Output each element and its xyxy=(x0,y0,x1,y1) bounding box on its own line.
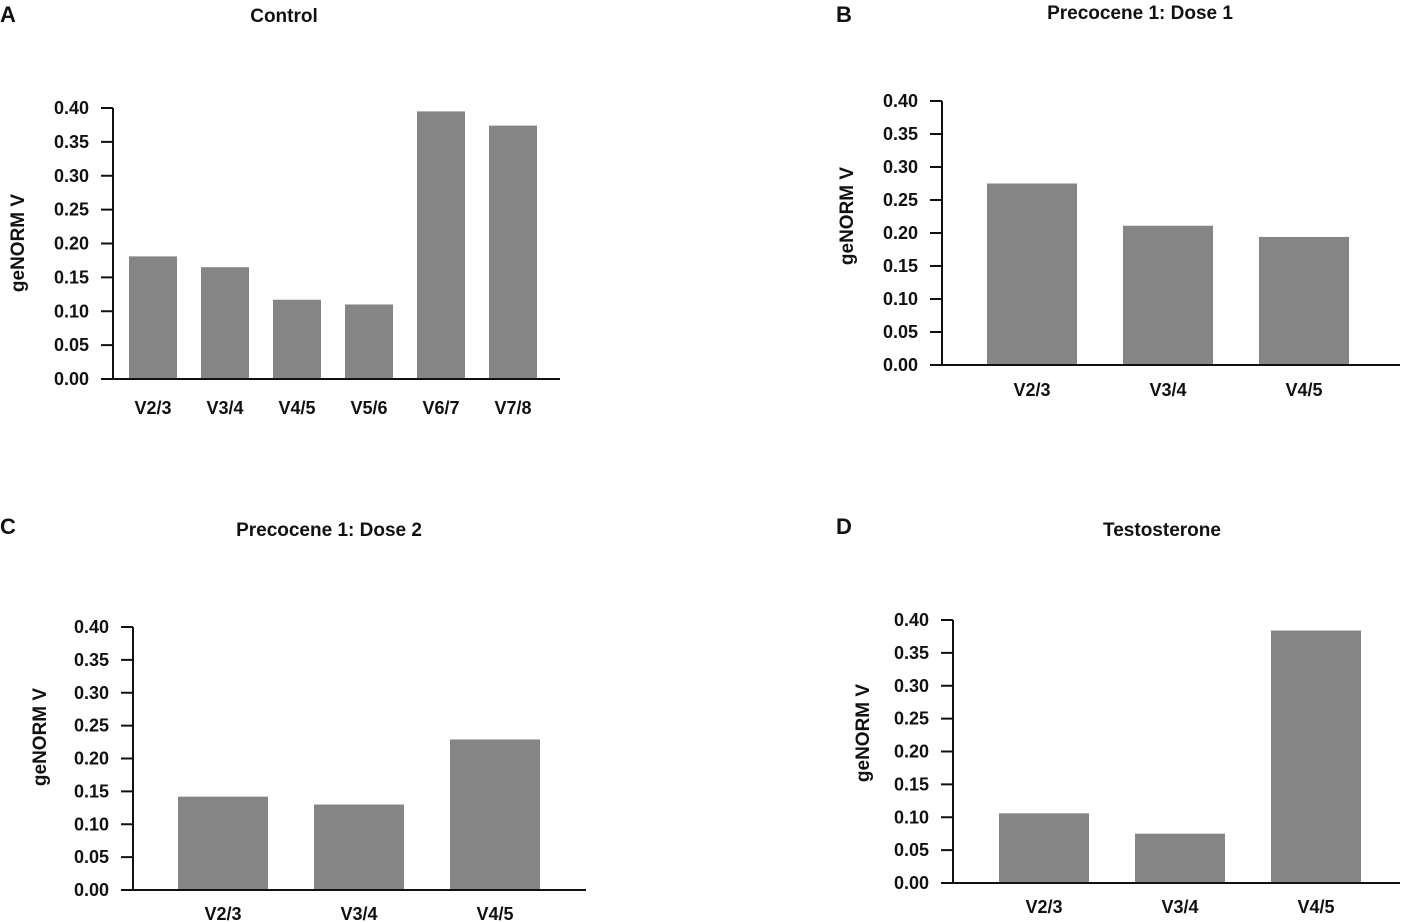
y-tick-label: 0.20 xyxy=(74,749,109,769)
y-tick-label: 0.40 xyxy=(894,610,929,630)
panel-letter: A xyxy=(0,2,16,27)
bar-v2-3 xyxy=(999,813,1089,883)
x-tick-label: V5/6 xyxy=(350,398,387,418)
x-tick-label: V4/5 xyxy=(1297,897,1334,917)
x-tick-label: V2/3 xyxy=(1025,897,1062,917)
bar-v4-5 xyxy=(1259,236,1349,365)
panel-letter: D xyxy=(836,514,852,539)
y-tick-label: 0.25 xyxy=(54,200,89,220)
y-tick-label: 0.20 xyxy=(894,742,929,762)
x-tick-label: V3/4 xyxy=(1149,380,1186,400)
panel-letter: C xyxy=(0,514,16,539)
y-tick-label: 0.15 xyxy=(894,774,929,794)
panel-d: D Testosterone geNORM V 0.00 0.05 0.10 0.15 0.2… xyxy=(836,514,1400,917)
bar-v4-5 xyxy=(450,739,540,890)
y-tick-label: 0.15 xyxy=(883,256,918,276)
y-tick-label: 0.20 xyxy=(54,234,89,254)
bar-v3-4 xyxy=(1123,225,1213,365)
y-tick-label: 0.35 xyxy=(894,643,929,663)
y-axis-title: geNORM V xyxy=(837,167,858,266)
bar-v4-5 xyxy=(273,299,321,379)
y-tick-label: 0.40 xyxy=(883,91,918,111)
y-tick-label: 0.35 xyxy=(74,650,109,670)
y-tick-label: 0.15 xyxy=(74,781,109,801)
bar-v4-5 xyxy=(1271,630,1361,883)
x-tick-label: V6/7 xyxy=(422,398,459,418)
y-axis-title: geNORM V xyxy=(8,194,29,293)
y-tick-label: 0.40 xyxy=(54,98,89,118)
panel-a: A Control geNORM V 0.00 0.05 0.10 0.15 0.20 0.25… xyxy=(0,2,560,418)
panel-c: C Precocene 1: Dose 2 geNORM V 0.00 0.05 0.10… xyxy=(0,514,586,922)
chart-title: Precocene 1: Dose 1 xyxy=(1047,3,1233,24)
chart-title: Precocene 1: Dose 2 xyxy=(236,520,422,541)
x-tick-label: V3/4 xyxy=(340,904,377,922)
chart-title: Testosterone xyxy=(1103,520,1221,541)
y-tick-label: 0.00 xyxy=(894,873,929,893)
y-tick-label: 0.10 xyxy=(894,807,929,827)
y-tick-label: 0.00 xyxy=(74,880,109,900)
chart-title: Control xyxy=(250,6,318,27)
bar-v2-3 xyxy=(129,256,177,379)
x-tick-label: V7/8 xyxy=(494,398,531,418)
bar-v2-3 xyxy=(178,796,268,890)
y-tick-label: 0.35 xyxy=(883,124,918,144)
bar-v3-4 xyxy=(1135,833,1225,883)
y-axis-title: geNORM V xyxy=(30,688,51,787)
x-tick-label: V2/3 xyxy=(134,398,171,418)
x-tick-label: V2/3 xyxy=(1013,380,1050,400)
y-tick-label: 0.30 xyxy=(74,683,109,703)
y-tick-label: 0.30 xyxy=(54,166,89,186)
panel-letter: B xyxy=(836,2,852,27)
bar-v6-7 xyxy=(417,111,465,379)
y-tick-label: 0.00 xyxy=(54,369,89,389)
y-tick-label: 0.05 xyxy=(883,322,918,342)
bar-v3-4 xyxy=(314,804,404,890)
x-tick-label: V4/5 xyxy=(476,904,513,922)
y-tick-label: 0.25 xyxy=(894,709,929,729)
y-tick-label: 0.05 xyxy=(74,847,109,867)
bar-v7-8 xyxy=(489,125,537,380)
y-tick-label: 0.30 xyxy=(883,157,918,177)
y-tick-label: 0.10 xyxy=(54,301,89,321)
x-tick-label: V3/4 xyxy=(1161,897,1198,917)
x-tick-label: V2/3 xyxy=(204,904,241,922)
y-tick-label: 0.30 xyxy=(894,676,929,696)
y-tick-label: 0.10 xyxy=(74,814,109,834)
y-tick-label: 0.20 xyxy=(883,223,918,243)
y-tick-label: 0.25 xyxy=(74,716,109,736)
x-tick-label: V4/5 xyxy=(1285,380,1322,400)
y-tick-label: 0.35 xyxy=(54,132,89,152)
y-tick-label: 0.15 xyxy=(54,267,89,287)
y-tick-label: 0.05 xyxy=(54,335,89,355)
bar-v5-6 xyxy=(345,304,393,379)
panel-b: B Precocene 1: Dose 1 geNORM V 0.00 0.05 0.10… xyxy=(836,2,1400,400)
y-axis-title: geNORM V xyxy=(853,684,874,783)
y-tick-label: 0.05 xyxy=(894,840,929,860)
y-tick-label: 0.40 xyxy=(74,617,109,637)
y-tick-label: 0.25 xyxy=(883,190,918,210)
y-tick-label: 0.00 xyxy=(883,355,918,375)
bar-v2-3 xyxy=(987,183,1077,365)
x-tick-label: V4/5 xyxy=(278,398,315,418)
x-tick-label: V3/4 xyxy=(206,398,243,418)
y-tick-label: 0.10 xyxy=(883,289,918,309)
bar-v3-4 xyxy=(201,267,249,379)
